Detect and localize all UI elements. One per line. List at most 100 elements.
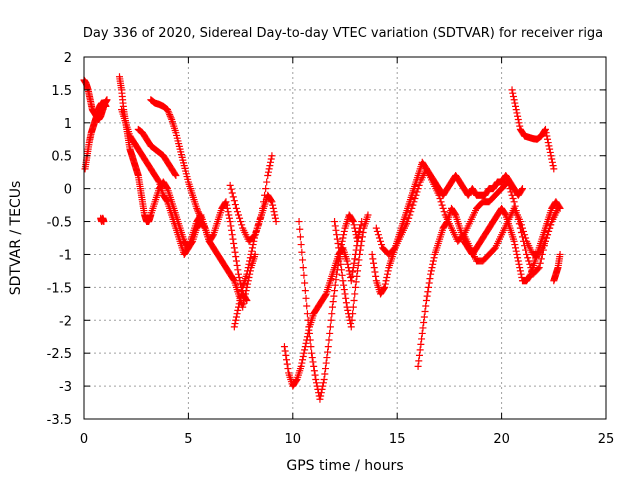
data-point-marker — [295, 218, 303, 226]
data-point-marker — [347, 277, 355, 285]
data-point-marker — [375, 234, 383, 242]
data-point-marker — [516, 264, 524, 272]
data-point-marker — [230, 244, 238, 252]
data-point-marker — [429, 257, 437, 265]
data-point-marker — [328, 303, 336, 311]
data-point-marker — [548, 158, 556, 166]
data-point-marker — [297, 241, 305, 249]
data-point-marker — [322, 365, 330, 373]
data-point-marker — [517, 221, 525, 229]
data-point-marker — [512, 106, 520, 114]
data-point-marker — [358, 237, 366, 245]
data-point-marker — [164, 106, 172, 114]
data-point-marker — [339, 234, 347, 242]
data-point-marker — [357, 242, 365, 250]
data-point-marker — [356, 227, 364, 235]
data-point-marker — [230, 239, 238, 247]
data-point-marker — [308, 354, 316, 362]
data-point-marker — [509, 195, 517, 203]
data-point-marker — [425, 279, 433, 287]
data-point-marker — [301, 279, 309, 287]
data-point-marker — [322, 359, 330, 367]
data-point-marker — [349, 310, 357, 318]
data-point-marker — [342, 294, 350, 302]
data-point-marker — [296, 225, 304, 233]
data-point-marker — [349, 264, 357, 272]
data-point-marker — [332, 276, 340, 284]
data-point-marker — [248, 244, 256, 252]
data-point-marker — [343, 303, 351, 311]
data-point-marker — [418, 335, 426, 343]
data-point-marker — [197, 214, 205, 222]
data-point-marker — [417, 340, 425, 348]
data-point-marker — [324, 343, 332, 351]
data-point-marker — [301, 287, 309, 295]
data-point-marker — [515, 119, 523, 127]
data-point-marker — [524, 254, 532, 262]
y-tick-label: 2 — [64, 51, 72, 66]
data-point-marker — [514, 257, 522, 265]
data-point-marker — [247, 250, 255, 258]
y-axis-label: SDTVAR / TECUs — [8, 181, 24, 296]
data-point-marker — [383, 270, 391, 278]
data-point-marker — [340, 281, 348, 289]
data-point-marker — [504, 178, 512, 186]
data-point-marker — [272, 218, 280, 226]
data-point-marker — [331, 218, 339, 226]
data-point-marker — [435, 191, 443, 199]
data-point-marker — [334, 239, 342, 247]
data-point-marker — [266, 162, 274, 170]
axis-ticks: 2 1.5 1 0.5 0 -0.5 -1 -1.5 -2 -2.5 -3 -3.5 0 5 10 15 20 2… — [47, 51, 615, 447]
data-point-marker — [523, 250, 531, 258]
data-point-marker — [384, 267, 392, 275]
data-point-marker — [232, 316, 240, 324]
data-point-marker — [510, 198, 518, 206]
data-point-marker — [380, 284, 388, 292]
data-point-marker — [428, 264, 436, 272]
data-point-marker — [356, 246, 364, 254]
data-point-marker — [544, 231, 552, 239]
data-point-marker — [243, 270, 251, 278]
data-point-marker — [505, 181, 513, 189]
data-point-marker — [534, 265, 542, 273]
data-point-marker — [511, 99, 519, 107]
data-point-marker — [196, 213, 204, 221]
data-point-marker — [542, 129, 550, 137]
data-point-marker — [526, 260, 534, 268]
data-point-marker — [300, 349, 308, 357]
data-point-marker — [331, 287, 339, 295]
y-tick-label: -3 — [59, 380, 72, 395]
data-point-marker — [309, 358, 317, 366]
data-point-marker — [436, 195, 444, 203]
series-track-2 — [81, 99, 110, 173]
data-point-marker — [374, 231, 382, 239]
data-point-marker — [419, 324, 427, 332]
data-point-marker — [234, 306, 242, 314]
data-point-marker — [312, 379, 320, 387]
data-point-marker — [409, 201, 417, 209]
data-point-marker — [237, 290, 245, 298]
data-point-marker — [246, 254, 254, 262]
data-point-marker — [349, 303, 357, 311]
data-point-marker — [302, 294, 310, 302]
data-point-marker — [352, 278, 360, 286]
data-point-marker — [344, 306, 352, 314]
data-point-marker — [319, 382, 327, 390]
data-point-marker — [102, 102, 110, 110]
data-point-marker — [233, 208, 241, 216]
data-point-marker — [342, 299, 350, 307]
data-point-marker — [439, 204, 447, 212]
data-point-marker — [225, 211, 233, 219]
data-point-marker — [209, 232, 217, 240]
data-point-marker — [235, 300, 243, 308]
data-point-marker — [378, 241, 386, 249]
data-point-marker — [235, 273, 243, 281]
data-point-marker — [501, 210, 509, 218]
data-point-marker — [427, 270, 435, 278]
data-point-marker — [550, 165, 558, 173]
data-point-marker — [229, 235, 237, 243]
data-point-marker — [184, 245, 192, 253]
data-point-marker — [508, 191, 516, 199]
data-point-marker — [246, 257, 254, 265]
data-point-marker — [283, 360, 291, 368]
